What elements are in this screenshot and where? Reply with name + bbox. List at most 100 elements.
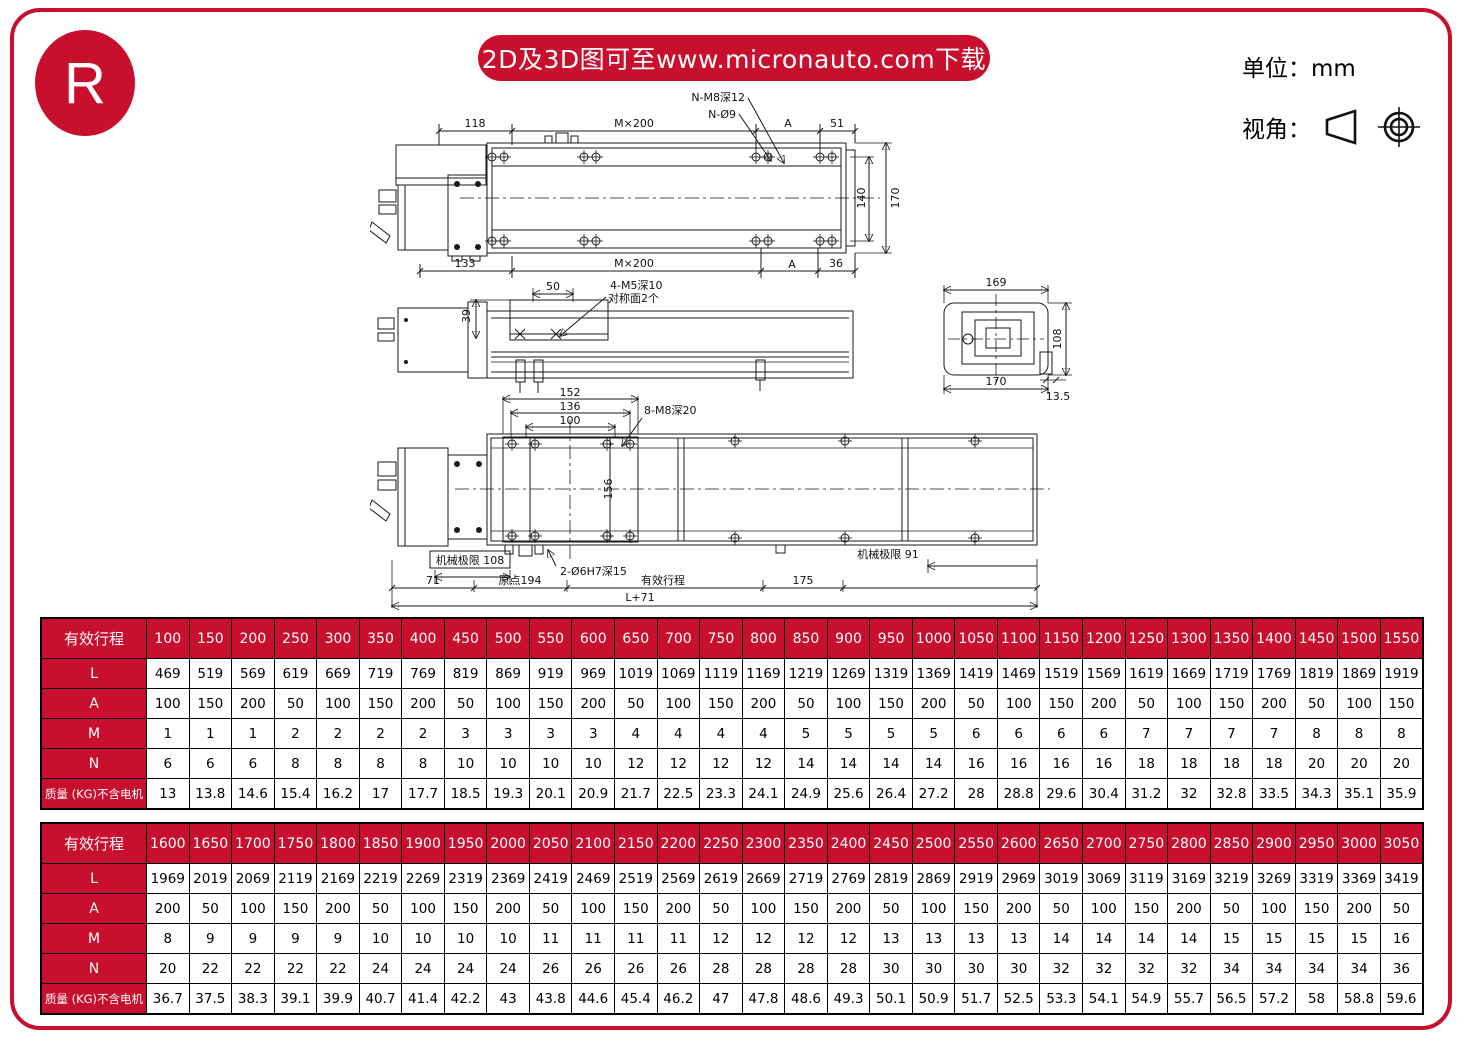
spec-cell: 919 [528, 658, 573, 689]
spec-cell: 50 [273, 688, 318, 719]
stroke-value: 2650 [1039, 822, 1084, 864]
spec-cell: 3 [443, 718, 488, 749]
spec-cell: 16 [954, 748, 998, 779]
spec-cell: 26 [528, 953, 573, 984]
download-banner[interactable]: 2D及3D图可至www.micronauto.com下载 [478, 35, 990, 81]
spec-cell: 12 [699, 923, 743, 954]
spec-cell: 29.6 [1039, 778, 1084, 810]
stroke-value: 1850 [358, 822, 403, 864]
spec-cell: 2219 [358, 863, 403, 894]
spec-cell: 14 [869, 748, 913, 779]
spec-cell: 200 [316, 893, 360, 924]
spec-cell: 40.7 [358, 983, 403, 1015]
spec-cell: 33.5 [1252, 778, 1296, 810]
stroke-value: 1400 [1252, 617, 1296, 659]
spec-cell: 20 [1379, 748, 1424, 779]
stroke-header-label: 有效行程 [40, 617, 147, 659]
spec-cell: 1719 [1209, 658, 1254, 689]
cone-frustum-projection-icon [1325, 109, 1357, 145]
stroke-value: 1600 [146, 822, 190, 864]
spec-cell: 35.1 [1337, 778, 1381, 810]
end-view-drawing: 169 108 170 13.5 [944, 276, 1072, 403]
spec-cell: 41.4 [401, 983, 445, 1015]
dim-169: 169 [986, 276, 1007, 289]
spec-cell: 12 [614, 748, 658, 779]
spec-cell: 14 [911, 748, 956, 779]
spec-cell: 150 [869, 688, 913, 719]
stroke-value: 2350 [784, 822, 828, 864]
dim-136: 136 [560, 400, 581, 413]
spec-cell: 8 [358, 748, 403, 779]
dim-71: 71 [426, 574, 440, 587]
spec-cell: 50 [528, 893, 573, 924]
spec-cell: 7 [1167, 718, 1211, 749]
spec-cell: 50 [1039, 893, 1084, 924]
spec-cell: 20 [1294, 748, 1339, 779]
stroke-value: 2750 [1124, 822, 1169, 864]
spec-cell: 26 [656, 953, 701, 984]
spec-cell: 16.2 [316, 778, 360, 810]
spec-cell: 50 [699, 893, 743, 924]
plan-view-body [486, 433, 1038, 546]
dim-175: 175 [793, 574, 814, 587]
spec-cell: 3369 [1337, 863, 1381, 894]
dim-51: 51 [830, 117, 844, 130]
spec-cell: 2269 [401, 863, 445, 894]
view-angle-row: 视角： [1242, 106, 1423, 148]
spec-cell: 58.8 [1337, 983, 1381, 1015]
spec-cell: 18 [1209, 748, 1254, 779]
spec-cell: 100 [486, 688, 530, 719]
label-symmetric-faces: 对称面2个 [608, 291, 659, 305]
spec-row: A 100 150 200 50 100 150 200 50 100 150 200 50 100 150… [40, 688, 1424, 719]
spec-cell: 1869 [1337, 658, 1381, 689]
spec-cell: 18 [1124, 748, 1169, 779]
spec-row: 质量 (KG)不含电机 36.7 37.5 38.3 39.1 39.9 40.7 41.4 4… [40, 983, 1424, 1015]
spec-cell: 12 [741, 923, 786, 954]
spec-cell: 2719 [784, 863, 828, 894]
brand-logo: R [35, 30, 135, 136]
spec-cell: 1769 [1252, 658, 1296, 689]
spec-cell: 16 [1082, 748, 1126, 779]
spec-cell: 37.5 [188, 983, 233, 1015]
spec-cell: 6 [1082, 718, 1126, 749]
spec-cell: 50.1 [869, 983, 913, 1015]
spec-cell: 23.3 [699, 778, 743, 810]
spec-cell: 200 [231, 688, 275, 719]
row-label: A [40, 893, 147, 924]
dim-140: 140 [855, 188, 868, 209]
spec-cell: 28.8 [996, 778, 1041, 810]
dim-m200-top: M×200 [614, 117, 654, 130]
spec-cell: 46.2 [656, 983, 701, 1015]
spec-cell: 50 [358, 893, 403, 924]
spec-cell: 5 [869, 718, 913, 749]
spec-cell: 13 [954, 923, 998, 954]
spec-cell: 150 [1124, 893, 1169, 924]
dim-m200-bottom: M×200 [614, 257, 654, 270]
spec-cell: 100 [1252, 893, 1296, 924]
spec-cell: 28 [741, 953, 786, 984]
spec-cell: 1 [188, 718, 233, 749]
spec-cell: 1669 [1167, 658, 1211, 689]
spec-cell: 10 [443, 748, 488, 779]
spec-cell: 32 [1082, 953, 1126, 984]
spec-cell: 1 [146, 718, 190, 749]
spec-cell: 100 [1167, 688, 1211, 719]
spec-cell: 13 [869, 923, 913, 954]
spec-cell: 3069 [1082, 863, 1126, 894]
stroke-value: 100 [146, 617, 190, 659]
spec-cell: 100 [316, 688, 360, 719]
spec-cell: 24 [358, 953, 403, 984]
stroke-value: 1450 [1294, 617, 1339, 659]
stroke-value: 600 [571, 617, 616, 659]
spec-cell: 1319 [869, 658, 913, 689]
spec-cell: 10 [571, 748, 616, 779]
spec-cell: 719 [358, 658, 403, 689]
stroke-header-label: 有效行程 [40, 822, 147, 864]
spec-cell: 10 [486, 923, 530, 954]
stroke-value: 800 [741, 617, 786, 659]
spec-cell: 38.3 [231, 983, 275, 1015]
spec-cell: 9 [231, 923, 275, 954]
row-label: L [40, 863, 147, 894]
dim-13-5: 13.5 [1046, 390, 1071, 403]
spec-cell: 1069 [656, 658, 701, 689]
